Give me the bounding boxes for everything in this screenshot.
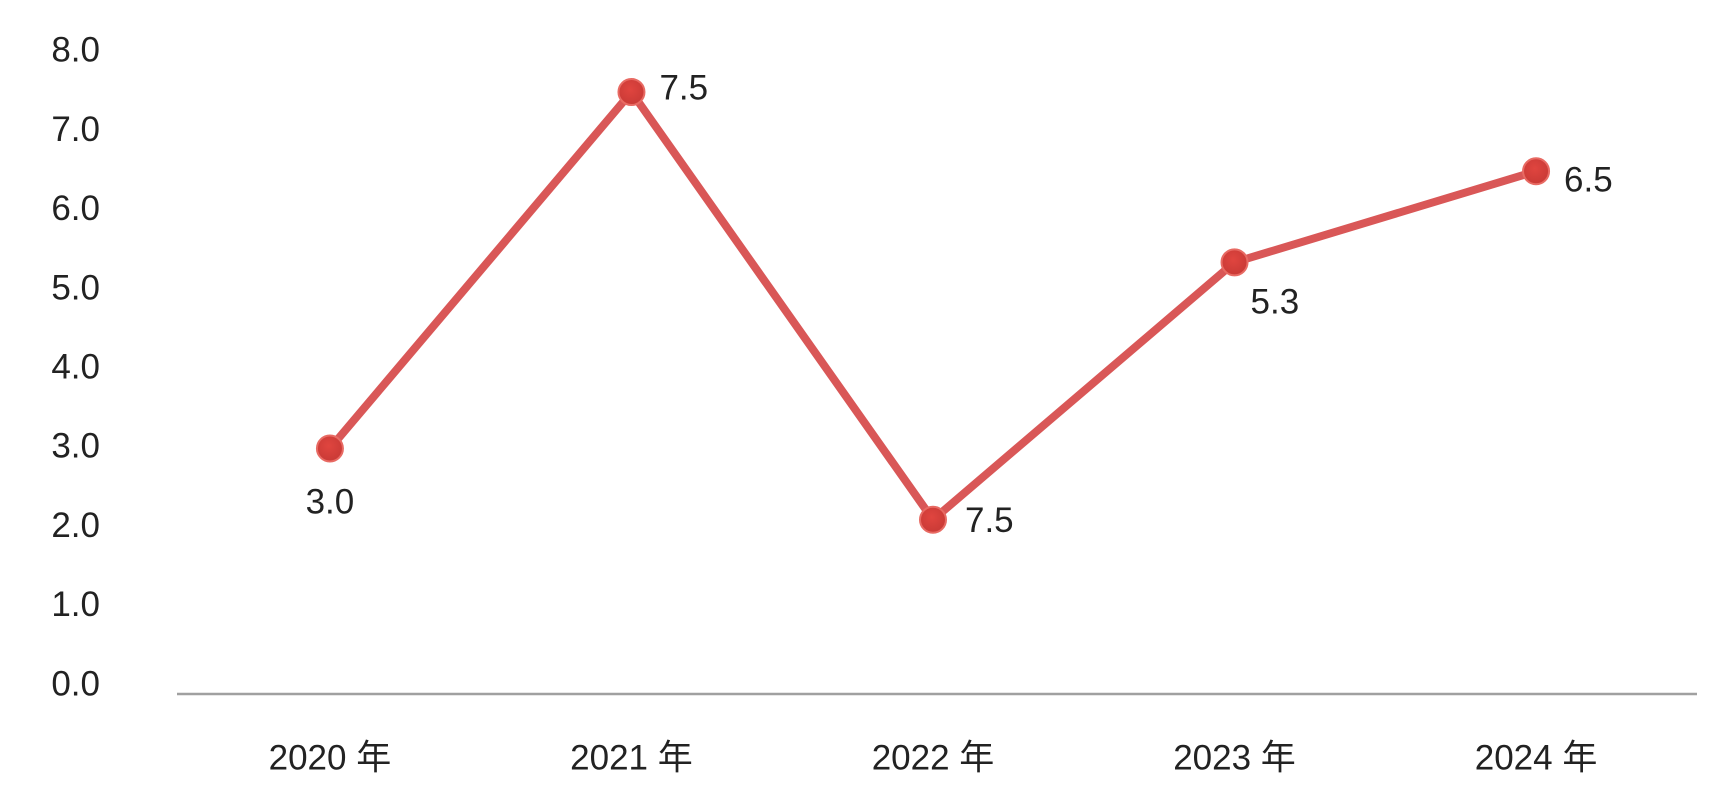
point-label: 3.0	[306, 483, 355, 522]
y-tick-label: 2.0	[51, 506, 100, 545]
line	[326, 88, 1538, 524]
point	[617, 78, 646, 107]
y-tick-label: 7.0	[51, 110, 100, 149]
point-label: 5.3	[1251, 283, 1300, 322]
y-tick-label: 0.0	[51, 664, 100, 703]
x-tick-label: 2021 年	[570, 738, 693, 777]
point-label: 7.5	[965, 501, 1014, 540]
point-label: 7.5	[659, 68, 708, 107]
x-tick-label: 2023 年	[1173, 738, 1296, 777]
point	[1522, 157, 1551, 186]
x-tick-label: 2022 年	[872, 738, 995, 777]
point	[918, 505, 947, 534]
point	[315, 434, 344, 463]
y-tick-label: 3.0	[51, 427, 100, 466]
y-tick-label: 1.0	[51, 585, 100, 624]
y-tick-label: 6.0	[51, 189, 100, 228]
y-tick-label: 4.0	[51, 348, 100, 387]
point-label: 6.5	[1564, 160, 1613, 199]
y-tick-label: 8.0	[51, 31, 100, 70]
point	[1220, 248, 1249, 277]
y-tick-label: 5.0	[51, 268, 100, 307]
x-tick-label: 2024 年	[1475, 738, 1598, 777]
x-tick-label: 2020 年	[269, 738, 392, 777]
